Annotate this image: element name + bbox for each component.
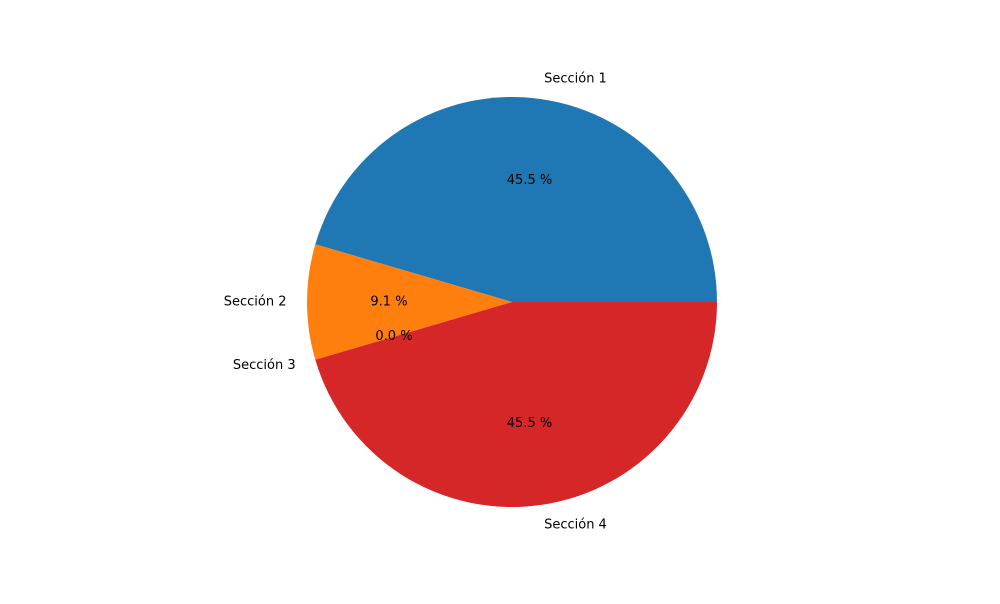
slice-label-4: Sección 4 bbox=[544, 518, 607, 533]
labels-layer: Sección 1 45.5 % Sección 2 9.1 % Sección 3 0.… bbox=[224, 71, 607, 532]
slice-pct-label-4: 45.5 % bbox=[507, 416, 552, 431]
slice-pct-label-3: 0.0 % bbox=[375, 329, 412, 344]
slice-label-2: Sección 2 bbox=[224, 295, 287, 310]
slices-layer bbox=[307, 97, 717, 507]
slice-pct-label-2: 9.1 % bbox=[370, 295, 407, 310]
slice-label-1: Sección 1 bbox=[544, 71, 607, 86]
pie-slice-1 bbox=[315, 97, 717, 302]
slice-label-3: Sección 3 bbox=[233, 358, 296, 373]
slice-pct-label-1: 45.5 % bbox=[507, 173, 552, 188]
pie-slice-2 bbox=[307, 244, 512, 360]
pie-slice-4 bbox=[315, 302, 717, 507]
